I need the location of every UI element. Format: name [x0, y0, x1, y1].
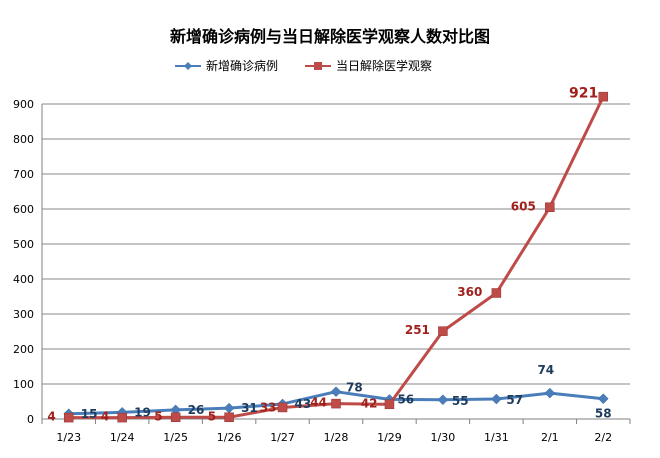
legend-marker [314, 62, 322, 70]
y-tick-label: 900 [13, 98, 34, 111]
data-point-released [491, 288, 502, 298]
data-label-confirmed: 55 [452, 394, 469, 408]
data-label-confirmed: 31 [241, 401, 258, 415]
data-label-released: 5 [208, 409, 216, 423]
data-point-released [224, 412, 234, 422]
x-tick-label: 1/23 [56, 431, 81, 444]
legend-item: 新增确诊病例 [175, 58, 278, 73]
data-label-released: 4 [47, 410, 55, 424]
x-tick-label: 1/24 [110, 431, 135, 444]
data-point-released [170, 412, 181, 422]
data-label-released: 4 [101, 410, 109, 424]
y-tick-label: 800 [13, 133, 34, 146]
data-label-released: 921 [569, 86, 598, 102]
x-tick-label: 1/30 [431, 431, 456, 444]
x-tick-label: 2/1 [541, 431, 559, 444]
data-label-confirmed: 74 [537, 363, 554, 377]
data-label-released: 5 [154, 409, 162, 423]
chart-title: 新增确诊病例与当日解除医学观察人数对比图 [170, 27, 490, 46]
y-tick-label: 500 [13, 238, 34, 251]
y-tick-label: 300 [13, 308, 34, 321]
data-label-confirmed: 15 [81, 407, 98, 421]
y-tick-label: 200 [13, 343, 34, 356]
y-tick-label: 700 [13, 168, 34, 181]
legend-label: 新增确诊病例 [206, 58, 278, 73]
data-point-released [277, 402, 288, 413]
x-tick-label: 1/29 [377, 431, 402, 444]
data-label-released: 360 [457, 285, 482, 299]
data-point-confirmed [223, 402, 235, 414]
data-label-confirmed: 57 [506, 393, 523, 407]
data-point-confirmed [330, 386, 342, 398]
legend-item: 当日解除医学观察 [305, 58, 432, 73]
y-tick-label: 400 [13, 273, 34, 286]
x-tick-label: 1/27 [270, 431, 295, 444]
data-point-released [438, 326, 448, 336]
data-point-confirmed [437, 394, 449, 406]
legend-marker [184, 62, 192, 70]
y-tick-label: 100 [13, 378, 34, 391]
data-label-confirmed: 56 [397, 392, 414, 406]
data-point-released [117, 412, 127, 423]
x-tick-label: 1/25 [163, 431, 188, 444]
data-label-confirmed: 58 [595, 407, 612, 421]
data-label-released: 42 [361, 396, 378, 410]
data-label-released: 33 [260, 400, 277, 414]
data-label-confirmed: 78 [346, 381, 363, 395]
data-label-confirmed: 43 [295, 397, 312, 411]
data-label-released: 44 [310, 396, 327, 410]
data-label-released: 605 [511, 199, 536, 213]
series-line-released [68, 95, 605, 420]
axes: 0 100 200 300 400 500 600 700 800 900 1/23 1/24 1/25… [13, 98, 631, 444]
x-tick-label: 1/28 [324, 431, 349, 444]
data-label-released: 251 [405, 323, 430, 337]
grid [42, 103, 630, 385]
data-label-confirmed: 26 [188, 403, 205, 417]
x-tick-label: 1/31 [484, 431, 509, 444]
legend: 新增确诊病例 当日解除医学观察 [175, 58, 432, 73]
data-label-confirmed: 19 [134, 405, 151, 419]
data-point-released [545, 202, 555, 212]
x-tick-label: 1/26 [217, 431, 242, 444]
y-tick-label: 600 [13, 203, 34, 216]
legend-label: 当日解除医学观察 [336, 58, 432, 73]
data-point-released [63, 412, 74, 423]
data-point-released [331, 398, 341, 409]
data-point-released [598, 91, 609, 102]
y-tick-label: 0 [27, 413, 34, 426]
data-point-confirmed [544, 387, 556, 399]
data-point-confirmed [491, 393, 502, 405]
data-point-confirmed [597, 393, 609, 405]
data-point-released [384, 399, 395, 410]
x-tick-label: 2/2 [594, 431, 612, 444]
series-layer [63, 91, 609, 423]
